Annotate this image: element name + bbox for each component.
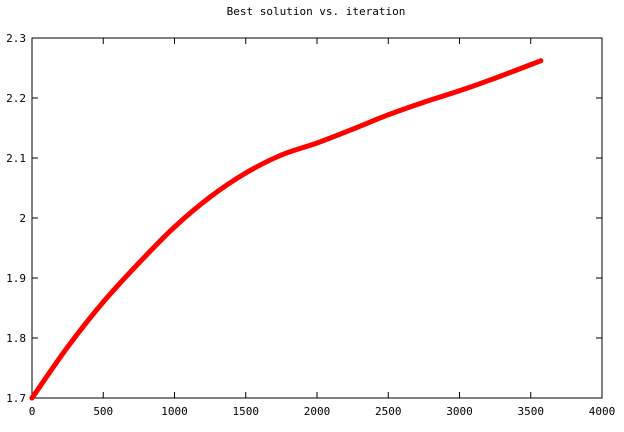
data-point xyxy=(421,99,427,105)
plot-frame xyxy=(31,37,603,399)
axis-ticks xyxy=(31,37,603,399)
data-point xyxy=(29,395,35,401)
y-tick-label: 1.9 xyxy=(6,272,26,285)
data-point xyxy=(457,88,462,94)
data-point xyxy=(492,75,498,81)
y-tick-label: 2.3 xyxy=(6,32,26,45)
y-tick-label: 1.8 xyxy=(6,332,26,345)
x-tick-label: 1000 xyxy=(161,405,188,418)
x-tick-label: 4000 xyxy=(589,405,616,418)
x-tick-labels: 0 500 1000 1500 2000 2500 3000 3500 4000 xyxy=(29,405,616,418)
x-tick-label: 3000 xyxy=(446,405,473,418)
x-tick-label: 2000 xyxy=(304,405,331,418)
data-point xyxy=(278,152,284,158)
data-point xyxy=(314,140,320,146)
data-point xyxy=(207,194,213,200)
x-tick-label: 3500 xyxy=(518,405,545,418)
data-point xyxy=(136,260,142,266)
y-tick-label: 1.7 xyxy=(6,392,26,405)
data-point xyxy=(385,112,391,118)
y-tick-label: 2.1 xyxy=(6,152,26,165)
series-line xyxy=(29,58,544,401)
data-point xyxy=(243,170,249,176)
data-point xyxy=(350,126,356,132)
data-point xyxy=(172,224,177,230)
y-tick-label: 2.2 xyxy=(6,92,26,105)
x-tick-label: 1500 xyxy=(233,405,260,418)
series-layer xyxy=(29,58,544,401)
data-point xyxy=(65,344,71,350)
data-point xyxy=(100,299,106,305)
x-tick-label: 2500 xyxy=(375,405,402,418)
x-tick-label: 0 xyxy=(29,405,36,418)
data-point xyxy=(538,58,544,64)
y-tick-label: 2 xyxy=(19,212,26,225)
chart-title: Best solution vs. iteration xyxy=(227,5,406,18)
y-tick-labels: 1.7 1.8 1.9 2 2.1 2.2 2.3 xyxy=(6,32,26,405)
x-tick-label: 500 xyxy=(93,405,113,418)
